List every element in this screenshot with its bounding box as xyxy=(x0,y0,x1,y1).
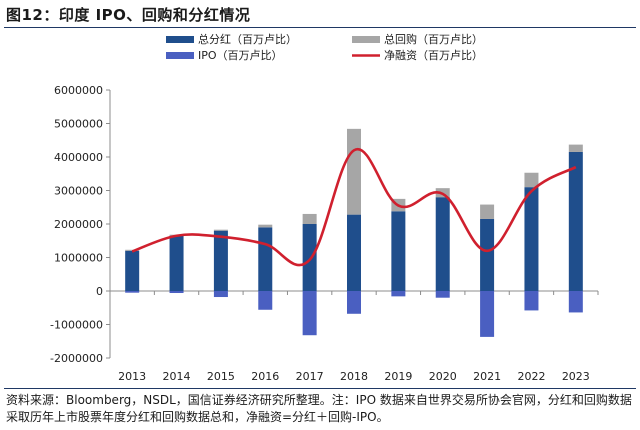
legend-swatch-dividend xyxy=(166,36,194,43)
bar-buyback xyxy=(347,128,361,215)
legend-swatch-ipo xyxy=(166,52,194,59)
legend-label-ipo: IPO（百万卢比） xyxy=(198,49,283,62)
y-tick-label: 5000000 xyxy=(54,118,103,131)
bar-dividend xyxy=(347,214,361,291)
bar-buyback xyxy=(568,144,583,152)
x-tick-label: 2015 xyxy=(207,370,235,383)
bar-ipo xyxy=(435,291,450,298)
legend: 总分红（百万卢比） 总回购（百万卢比） IPO（百万卢比） 净融资（百万卢比） xyxy=(166,32,483,62)
footer-divider xyxy=(4,388,636,389)
bar-dividend xyxy=(391,211,406,291)
x-tick-label: 2014 xyxy=(163,370,191,383)
x-tick-label: 2016 xyxy=(251,370,279,383)
x-tick-label: 2020 xyxy=(429,370,457,383)
bar-buyback xyxy=(213,229,228,231)
net-financing-line-group xyxy=(131,147,577,267)
x-tick-label: 2013 xyxy=(118,370,146,383)
bar-buyback xyxy=(524,172,539,188)
y-tick-label: 0 xyxy=(96,285,103,298)
x-tick-label: 2018 xyxy=(340,370,368,383)
bar-dividend xyxy=(258,227,273,291)
y-tick-label: 2000000 xyxy=(54,218,103,231)
bar-buyback xyxy=(480,204,495,219)
bar-ipo xyxy=(258,291,273,310)
bar-ipo xyxy=(524,291,539,311)
bar-ipo xyxy=(125,291,140,293)
title-divider xyxy=(4,27,636,28)
bars xyxy=(125,128,583,337)
bar-dividend xyxy=(213,230,228,291)
bar-buyback xyxy=(302,213,317,224)
bar-ipo xyxy=(568,291,583,313)
y-tick-label: 4000000 xyxy=(54,151,103,164)
x-tick-label: 2019 xyxy=(384,370,412,383)
legend-label-buyback: 总回购（百万卢比） xyxy=(384,32,483,46)
source-note: 资料来源：Bloomberg，NSDL，国信证券经济研究所整理。注：IPO 数据… xyxy=(6,393,632,424)
bar-ipo xyxy=(347,291,361,314)
y-tick-label: 6000000 xyxy=(54,84,103,97)
y-tick-label: 3000000 xyxy=(54,185,103,198)
bar-ipo xyxy=(169,291,184,294)
bar-dividend xyxy=(568,151,583,291)
bar-dividend xyxy=(302,224,317,291)
legend-label-dividend: 总分红（百万卢比） xyxy=(198,32,297,46)
bar-ipo xyxy=(302,291,317,336)
bar-dividend xyxy=(524,187,539,291)
bar-ipo xyxy=(391,291,406,297)
net-financing-line xyxy=(131,147,577,267)
y-tick-label: -1000000 xyxy=(50,319,103,332)
bar-dividend xyxy=(480,218,495,291)
bar-dividend xyxy=(435,197,450,291)
x-tick-label: 2021 xyxy=(473,370,501,383)
y-tick-label: 1000000 xyxy=(54,252,103,265)
y-tick-label: -2000000 xyxy=(50,352,103,365)
x-tick-label: 2017 xyxy=(296,370,324,383)
x-tick-label: 2022 xyxy=(517,370,545,383)
bar-dividend xyxy=(169,235,184,291)
bar-ipo xyxy=(213,291,228,298)
legend-label-net: 净融资（百万卢比） xyxy=(384,48,483,62)
bar-ipo xyxy=(480,291,495,337)
figure-title: 图12：印度 IPO、回购和分红情况 xyxy=(6,6,251,24)
bar-dividend xyxy=(125,250,140,291)
chart: 总分红（百万卢比） 总回购（百万卢比） IPO（百万卢比） 净融资（百万卢比） … xyxy=(50,32,599,383)
axes: -2000000 -1000000 0 1000000 2000000 3000000 40… xyxy=(50,84,599,383)
bar-buyback xyxy=(258,224,273,228)
legend-swatch-buyback xyxy=(352,36,380,43)
x-tick-label: 2023 xyxy=(562,370,590,383)
